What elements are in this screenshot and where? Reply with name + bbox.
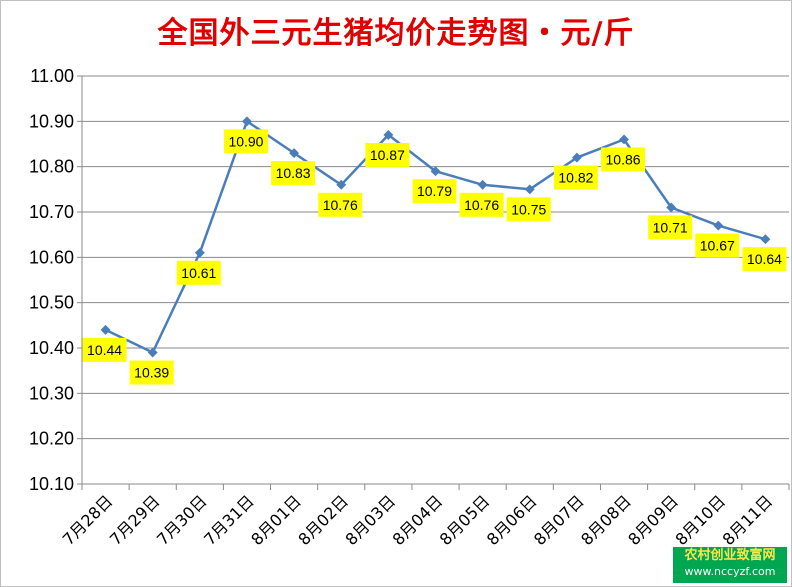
data-labels: 10.44 10.39 10.61 10.90 10.83 10.76 10.87 10.79… (82, 129, 787, 385)
data-label: 10.67 (700, 238, 735, 254)
data-point (619, 134, 629, 145)
data-label: 10.76 (464, 197, 499, 213)
x-tick-label: 7月29日 (106, 491, 164, 549)
data-point (524, 184, 535, 195)
x-tick-label: 8月10日 (671, 491, 729, 549)
data-label-bg (742, 247, 787, 272)
chart-title: 全国外三元生猪均价走势图・元/斤 (157, 16, 635, 51)
x-tick-label: 8月07日 (530, 491, 588, 549)
data-label: 10.75 (511, 201, 546, 217)
data-point (242, 116, 252, 127)
x-tick-label: 8月09日 (624, 491, 682, 549)
data-label: 10.39 (134, 365, 169, 381)
data-label-bg (129, 360, 174, 385)
watermark-name: 农村创业致富网 (684, 548, 776, 563)
data-label-bg (648, 215, 693, 240)
site-watermark: 农村创业致富网 www.nccyzf.com (673, 547, 787, 583)
x-tick-label: 8月02日 (294, 491, 352, 549)
data-point (383, 129, 394, 140)
data-label: 10.44 (87, 342, 122, 358)
data-label: 10.87 (370, 147, 405, 163)
x-tick-label: 8月01日 (247, 491, 305, 549)
x-tick-label: 7月28日 (59, 491, 117, 549)
x-tick-label: 8月06日 (483, 491, 541, 549)
data-label-bg (459, 192, 504, 217)
x-tick-label: 8月03日 (342, 491, 400, 549)
x-tick-label: 8月04日 (389, 491, 447, 549)
data-point (430, 166, 441, 177)
axes (77, 75, 790, 490)
data-label-bg (318, 192, 363, 217)
data-label: 10.79 (417, 183, 452, 199)
y-tick-label: 10.40 (29, 338, 74, 358)
data-label: 10.64 (747, 251, 782, 267)
x-tick-label: 8月11日 (719, 491, 777, 549)
y-tick-label: 10.50 (29, 293, 74, 313)
x-tick-label: 8月08日 (577, 491, 635, 549)
data-label-bg (365, 142, 410, 167)
data-point (336, 179, 347, 190)
y-tick-label: 10.70 (29, 202, 74, 222)
data-point (147, 347, 158, 358)
data-label-bg (506, 197, 551, 222)
data-label-bg (176, 260, 221, 285)
data-label: 10.61 (181, 265, 216, 281)
y-tick-label: 10.10 (29, 474, 74, 494)
watermark-url: www.nccyzf.com (684, 565, 776, 578)
data-point (100, 324, 111, 335)
data-point (760, 234, 771, 245)
data-label-bg (82, 337, 127, 362)
y-tick-label: 10.80 (29, 157, 74, 177)
data-label-bg (271, 161, 316, 186)
y-tick-label: 10.90 (29, 111, 74, 131)
data-point (713, 220, 724, 231)
x-axis-ticks: 7月28日7月29日7月30日7月31日8月01日8月02日8月03日8月04日… (59, 491, 777, 549)
y-tick-label: 11.00 (30, 66, 74, 86)
data-label: 10.86 (606, 151, 641, 167)
y-tick-label: 10.30 (29, 383, 74, 403)
data-label: 10.82 (558, 170, 593, 186)
x-tick-label: 8月05日 (436, 491, 494, 549)
data-point (477, 179, 488, 190)
y-tick-label: 10.60 (29, 247, 74, 267)
data-label: 10.83 (276, 165, 311, 181)
data-point (194, 247, 205, 258)
data-point (571, 152, 582, 163)
data-label: 10.71 (653, 219, 688, 235)
x-tick-label: 7月31日 (200, 491, 258, 549)
data-label-bg (223, 129, 268, 154)
y-tick-label: 10.20 (29, 429, 74, 449)
x-tick-label: 7月30日 (153, 491, 211, 549)
data-label-bg (695, 233, 740, 258)
data-point (289, 148, 300, 159)
data-point (666, 202, 677, 213)
y-axis-ticks: 10.10 10.20 10.30 10.40 10.50 10.60 10.70 10.80… (29, 66, 74, 494)
data-label-bg (553, 165, 598, 190)
data-label-bg (412, 179, 457, 204)
data-label-bg (601, 147, 646, 172)
data-label: 10.76 (323, 197, 358, 213)
data-label: 10.90 (228, 133, 263, 149)
